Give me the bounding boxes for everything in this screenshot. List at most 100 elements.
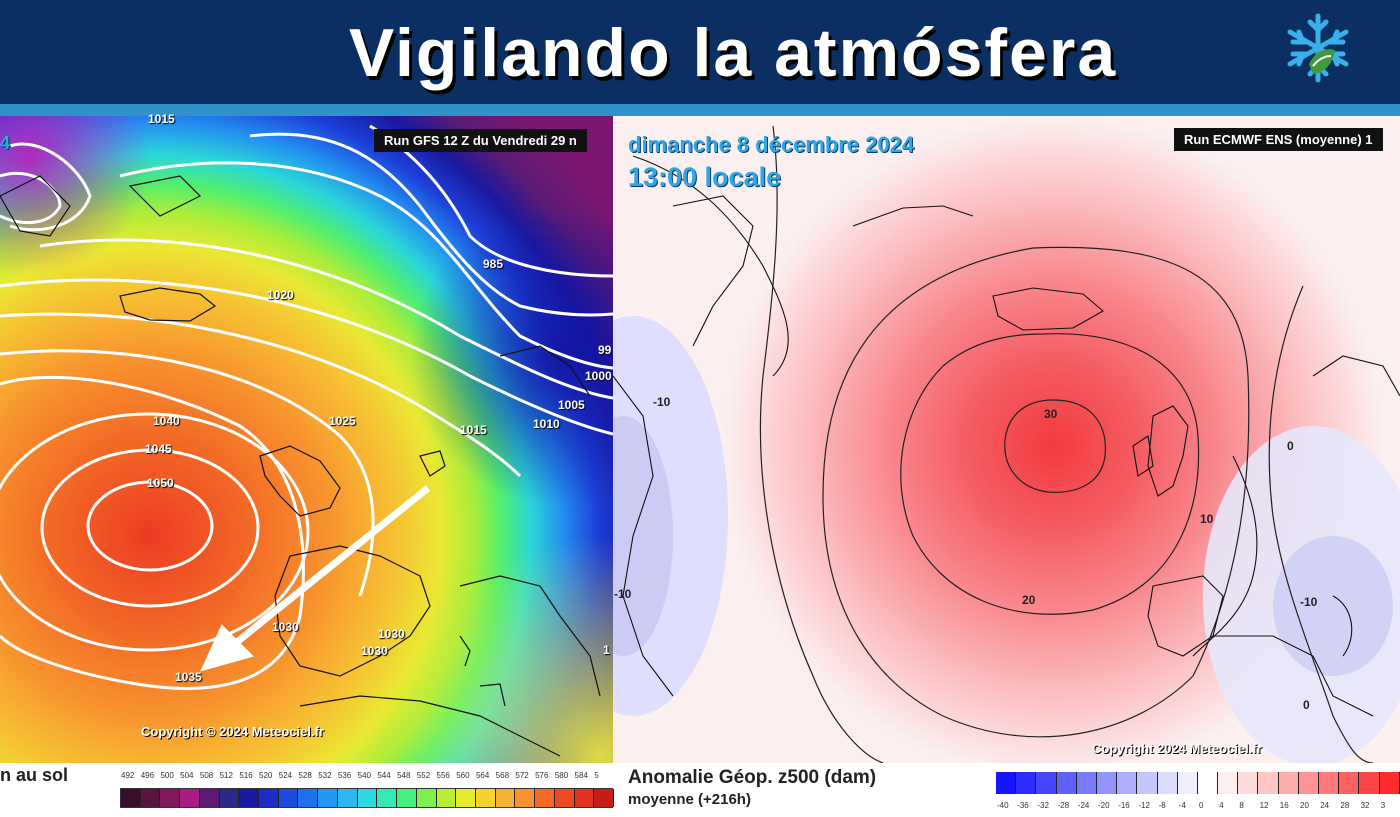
- scale-tick-label: 536: [337, 771, 352, 780]
- scale-tick-label: 20: [1300, 801, 1309, 810]
- scale-tick-label: 516: [239, 771, 253, 780]
- scale-tick-label: 3: [1380, 801, 1386, 810]
- anomaly-scale-ticks: -40 -36 -32 -28 -24 -20 -16 -12 -8 -4 0 4 8 12 16 20 24 2…: [996, 801, 1400, 811]
- ecmwf-copyright: Copyright 2024 Meteociel.fr: [1092, 741, 1262, 756]
- contour-label: 30: [1044, 407, 1058, 421]
- scale-swatch: [436, 789, 457, 807]
- scale-tick-label: -32: [1037, 801, 1049, 810]
- scale-swatch: [1319, 772, 1340, 794]
- isobar-label: 1030: [361, 644, 388, 658]
- scale-tick-label: -36: [1017, 801, 1029, 810]
- anomaly-subtitle: moyenne (+216h): [628, 791, 751, 808]
- gfs-scale-bar: [120, 788, 614, 808]
- scale-swatch: [1096, 772, 1118, 794]
- scale-swatch: [239, 789, 260, 807]
- isobar-label: 1050: [147, 476, 174, 490]
- banner-title: Vigilando la atmósfera: [348, 15, 1118, 91]
- contour-label: -10: [1300, 595, 1318, 609]
- scale-swatch: [495, 789, 516, 807]
- scale-swatch: [1379, 772, 1400, 794]
- anomaly-title: Anomalie Géop. z500 (dam): [628, 767, 877, 788]
- scale-swatch: [1157, 772, 1178, 794]
- gfs-copyright: Copyright © 2024 Meteociel.fr: [141, 724, 324, 739]
- contour-label: 0: [1303, 698, 1310, 712]
- forecast-time: 13:00 locale: [628, 162, 782, 192]
- scale-swatch: [337, 789, 358, 807]
- scale-swatch: [554, 789, 575, 807]
- ecmwf-run-label: Run ECMWF ENS (moyenne) 1: [1174, 128, 1383, 151]
- scale-tick-label: 544: [377, 771, 391, 780]
- scale-swatch: [416, 789, 437, 807]
- scale-tick-label: 576: [535, 771, 549, 780]
- gfs-corner-fragment: 4: [0, 133, 11, 153]
- scale-swatch: [1298, 772, 1319, 794]
- scale-swatch: [1076, 772, 1097, 794]
- scale-tick-label: 584: [574, 771, 588, 780]
- scale-swatch: [357, 789, 378, 807]
- scale-tick-label: 32: [1360, 801, 1370, 810]
- scale-swatch: [397, 789, 417, 807]
- scale-tick-label: 24: [1320, 801, 1330, 810]
- scale-tick-label: 548: [397, 771, 411, 780]
- scale-swatch: [1359, 772, 1380, 794]
- scale-swatch: [515, 789, 536, 807]
- scale-swatch: [160, 789, 181, 807]
- gfs-legend-title: n au sol: [0, 765, 69, 785]
- gfs-pressure-map: [0, 116, 613, 763]
- scale-swatch: [199, 789, 220, 807]
- gfs-color-scale: 492 496 500 504 508 512 516 520 524 528 532 536 540 5…: [120, 771, 614, 811]
- isobar-label: 1025: [329, 414, 356, 428]
- scale-tick-label: 496: [140, 771, 155, 780]
- scale-tick-label: 540: [357, 771, 371, 780]
- isobar-label: 1030: [272, 620, 299, 634]
- scale-tick-label: 492: [121, 771, 135, 780]
- scale-swatch: [1036, 772, 1057, 794]
- scale-tick-label: 500: [160, 771, 174, 780]
- scale-tick-label: 556: [436, 771, 450, 780]
- scale-tick-label: 0: [1199, 801, 1204, 810]
- scale-swatch: [1137, 772, 1158, 794]
- isobar-label: 985: [483, 257, 504, 271]
- scale-swatch: [475, 789, 496, 807]
- isobar-label: 1005: [558, 398, 585, 412]
- scale-swatch: [535, 789, 555, 807]
- scale-swatch: [121, 789, 141, 807]
- scale-swatch: [298, 789, 319, 807]
- scale-tick-label: -40: [997, 801, 1009, 810]
- anomaly-color-scale: -40 -36 -32 -28 -24 -20 -16 -12 -8 -4 0 4 8 12 16 20 24 2…: [996, 771, 1400, 815]
- scale-tick-label: 12: [1259, 801, 1269, 810]
- scale-tick-label: -16: [1118, 801, 1130, 810]
- scale-tick-label: 512: [219, 771, 233, 780]
- scale-swatch: [1016, 772, 1037, 794]
- isobar-label: 1000: [585, 369, 612, 383]
- banner-accent-line: [0, 104, 1400, 116]
- scale-swatch: [140, 789, 161, 807]
- forecast-date: dimanche 8 décembre 2024: [628, 132, 915, 157]
- scale-swatch: [180, 789, 200, 807]
- scale-tick-label: -12: [1138, 801, 1150, 810]
- scale-tick-label: 504: [180, 771, 194, 780]
- contour-label: -10: [614, 587, 632, 601]
- gfs-run-label: Run GFS 12 Z du Vendredi 29 n: [374, 129, 587, 152]
- scale-swatch: [456, 789, 476, 807]
- scale-tick-label: 508: [199, 771, 214, 780]
- isobar-label: 1030: [378, 627, 405, 641]
- scale-tick-label: 4: [1219, 801, 1224, 810]
- isobar-label: 1015: [460, 423, 487, 437]
- scale-swatch: [1197, 772, 1219, 794]
- isobar-label: 1035: [175, 670, 202, 684]
- snowflake-logo-icon: [1287, 13, 1349, 83]
- contour-label: -10: [653, 395, 671, 409]
- scale-tick-label: 520: [259, 771, 273, 780]
- scale-tick-label: 528: [298, 771, 312, 780]
- scale-swatch: [1056, 772, 1077, 794]
- scale-tick-label: 532: [318, 771, 332, 780]
- scale-tick-label: 560: [456, 771, 470, 780]
- gfs-scale-ticks: 492 496 500 504 508 512 516 520 524 528 532 536 540 5…: [120, 771, 613, 781]
- scale-swatch: [1278, 772, 1299, 794]
- scale-swatch: [377, 789, 398, 807]
- scale-tick-label: 16: [1279, 801, 1289, 810]
- contour-label: 0: [1287, 439, 1294, 453]
- ecmwf-anomaly-map: [613, 116, 1400, 763]
- scale-swatch: [574, 789, 595, 807]
